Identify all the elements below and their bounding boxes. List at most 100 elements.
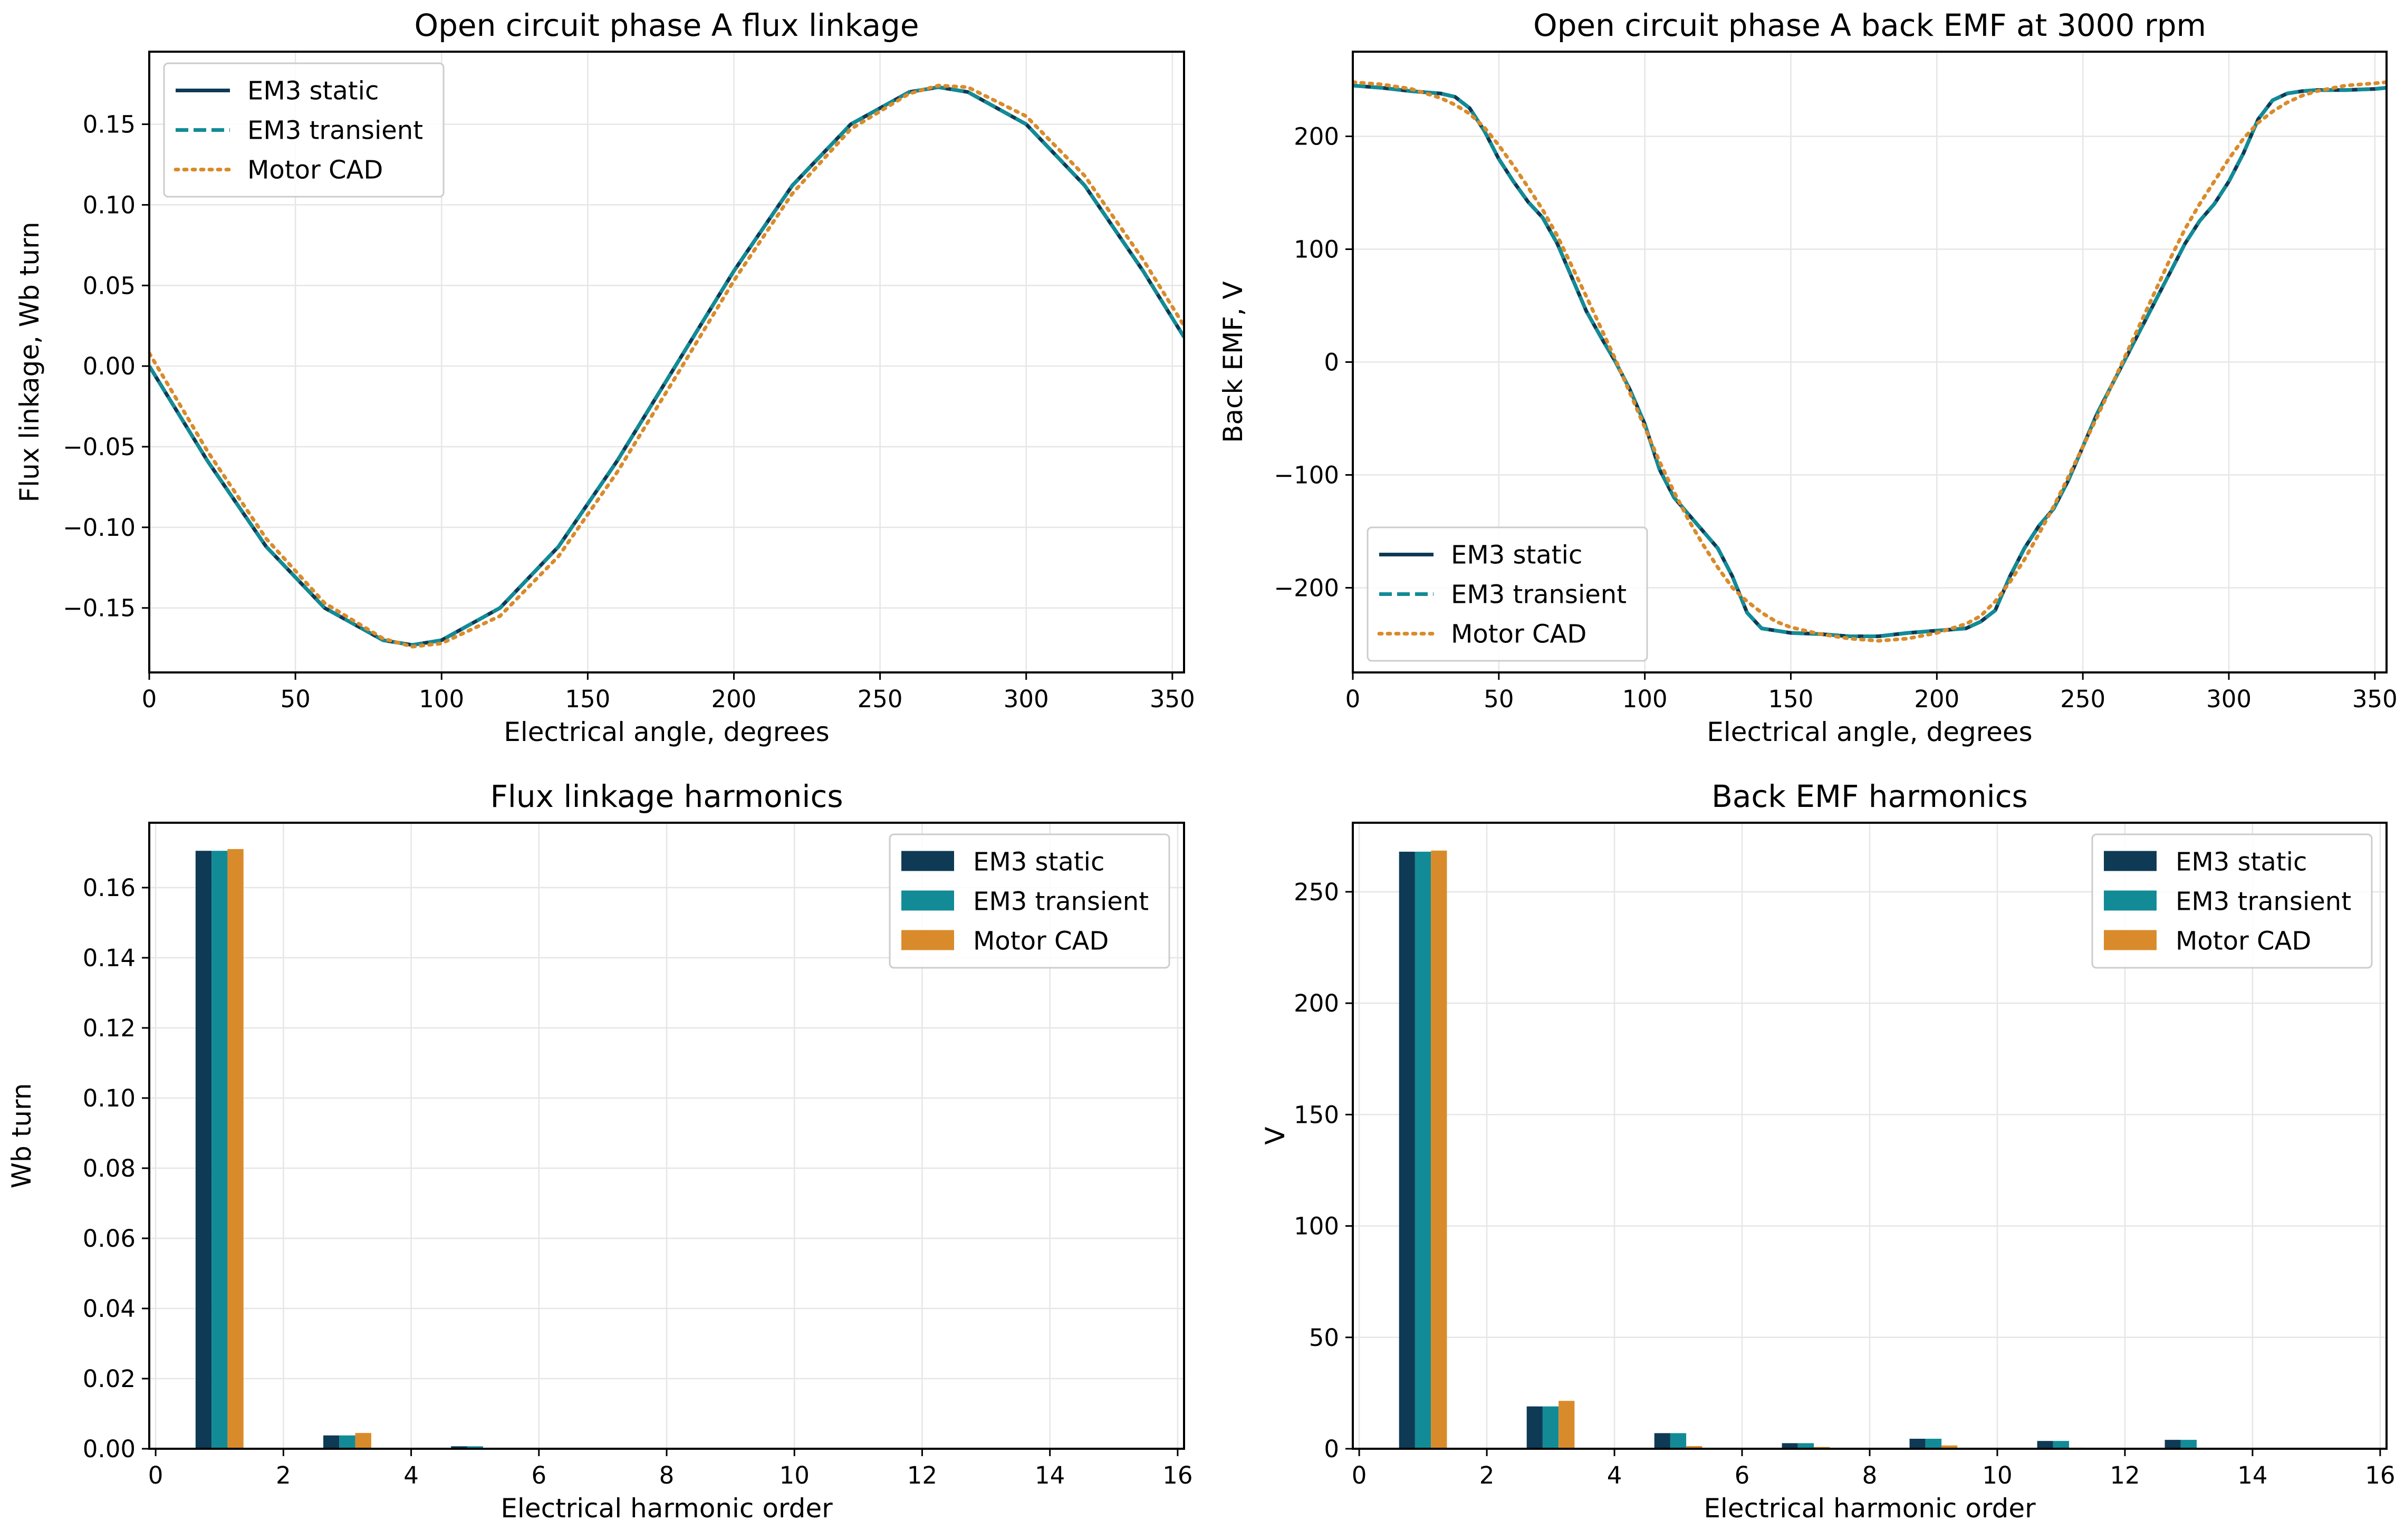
x-tick-label: 8 [1862, 1461, 1878, 1489]
y-tick-label: 50 [1309, 1324, 1339, 1352]
legend-box [889, 833, 1170, 969]
legend-box [163, 62, 445, 198]
chart-title: Open circuit phase A back EMF at 3000 rp… [1533, 7, 2206, 43]
chart-title: Flux linkage harmonics [490, 778, 843, 814]
bar-motor-cad-h5 [1686, 1446, 1702, 1449]
legend-label-em3-transient: EM3 transient [973, 887, 1149, 917]
x-tick-label: 16 [2365, 1461, 2395, 1489]
legend-box [1367, 526, 1648, 662]
y-tick-label: 0.02 [83, 1365, 136, 1393]
x-tick-label: 0 [142, 685, 157, 713]
y-tick-label: 0.00 [83, 352, 136, 380]
legend-label-motor-cad: Motor CAD [247, 156, 383, 185]
x-tick-label: 350 [1150, 685, 1195, 713]
bar-motor-cad-h1 [1431, 850, 1447, 1449]
x-tick-label: 0 [1345, 685, 1361, 713]
x-tick-label: 6 [531, 1461, 546, 1489]
legend: EM3 static EM3 transient Motor CAD [1367, 526, 1648, 662]
legend-swatch-motor-cad [901, 930, 954, 950]
axes-frame [148, 822, 1185, 1450]
legend-box [2091, 833, 2373, 969]
x-tick-label: 300 [1004, 685, 1049, 713]
y-tick-label: 0 [1324, 1435, 1339, 1463]
axes-frame [1352, 822, 2388, 1450]
series-line-em3-transient [149, 85, 1184, 647]
x-tick-label: 150 [1768, 685, 1814, 713]
y-tick-label: 250 [1294, 878, 1339, 906]
y-tick-label: −200 [1274, 574, 1339, 602]
x-tick-label: 12 [2110, 1461, 2140, 1489]
legend-label-em3-transient: EM3 transient [247, 116, 423, 146]
y-tick-label: 0.04 [83, 1295, 136, 1323]
chart-title: Back EMF harmonics [1711, 778, 2028, 814]
legend-label-em3-static: EM3 static [973, 848, 1104, 877]
bar-motor-cad-h1 [227, 849, 244, 1449]
series-line-motor-cad [1353, 80, 2387, 643]
plot-area [195, 849, 994, 1449]
bar-em3-static-h3 [1526, 1406, 1543, 1449]
legend-label-em3-static: EM3 static [1451, 541, 1582, 570]
y-tick-label: 100 [1294, 236, 1339, 264]
x-tick-label: 2 [276, 1461, 291, 1489]
y-tick-label: 100 [1294, 1212, 1339, 1240]
chart-back-emf: 0 50 100 150 200 250 300 350 −200 −100 0 100 200 Open… [1218, 7, 2398, 747]
chart-title: Open circuit phase A flux linkage [414, 7, 919, 43]
legend: EM3 static EM3 transient Motor CAD [163, 62, 445, 198]
bar-em3-static-h5 [1654, 1433, 1670, 1449]
series-line-motor-cad [149, 83, 1184, 649]
y-tick-label: 0.15 [83, 111, 136, 139]
y-tick-label: −0.10 [63, 514, 136, 542]
bar-em3-static-h7 [1782, 1443, 1798, 1449]
plot-area [149, 83, 1184, 649]
y-tick-label: 0.14 [83, 944, 136, 972]
bar-em3-static-h1 [1399, 851, 1415, 1449]
chart-flux-linkage-harmonics: 0 2 4 6 8 10 12 14 16 0.00 0.02 0.04 0.06 0.08 0.10 0.1… [6, 778, 1193, 1524]
legend: EM3 static EM3 transient Motor CAD [889, 833, 1170, 969]
y-tick-label: 0 [1324, 349, 1339, 377]
y-axis-label: Back EMF, V [1218, 281, 1248, 443]
y-tick-label: 0.10 [83, 191, 136, 219]
y-axis-label: Flux linkage, Wb turn [14, 222, 45, 502]
x-tick-label: 250 [858, 685, 903, 713]
bar-em3-static-h1 [195, 851, 212, 1449]
legend-label-em3-static: EM3 static [2176, 848, 2307, 877]
legend-label-em3-transient: EM3 transient [1451, 580, 1627, 610]
legend-label-motor-cad: Motor CAD [2176, 927, 2311, 956]
x-tick-label: 300 [2206, 685, 2252, 713]
bar-motor-cad-h3 [1559, 1401, 1575, 1449]
y-tick-label: 0.05 [83, 272, 136, 300]
x-axis-label: Electrical harmonic order [501, 1493, 833, 1524]
legend-swatch-motor-cad [2104, 930, 2157, 950]
plot-area [1353, 80, 2387, 643]
bar-em3-transient-h9 [1925, 1439, 1942, 1449]
x-tick-label: 0 [148, 1461, 163, 1489]
y-tick-label: −100 [1274, 461, 1339, 489]
x-tick-label: 10 [1982, 1461, 2012, 1489]
bar-em3-transient-h3 [1542, 1406, 1559, 1449]
y-tick-label: 200 [1294, 123, 1339, 151]
x-tick-label: 4 [403, 1461, 419, 1489]
legend-label-em3-transient: EM3 transient [2176, 887, 2351, 917]
legend-swatch-em3-transient [901, 890, 954, 911]
axes-frame [148, 51, 1185, 673]
x-tick-label: 100 [419, 685, 464, 713]
x-tick-label: 50 [280, 685, 310, 713]
bar-em3-static-h5 [451, 1446, 467, 1449]
x-tick-label: 100 [1622, 685, 1668, 713]
x-tick-label: 12 [907, 1461, 937, 1489]
y-tick-label: 0.06 [83, 1225, 136, 1253]
bar-em3-transient-h11 [2053, 1441, 2069, 1449]
x-tick-label: 0 [1352, 1461, 1367, 1489]
bar-em3-transient-h1 [211, 851, 228, 1449]
legend: EM3 static EM3 transient Motor CAD [2091, 833, 2373, 969]
legend-swatch-em3-transient [2104, 890, 2157, 911]
bar-motor-cad-h9 [1941, 1445, 1958, 1449]
x-tick-label: 350 [2352, 685, 2398, 713]
bar-em3-static-h11 [2037, 1441, 2053, 1449]
y-tick-label: 0.16 [83, 874, 136, 902]
y-tick-label: 0.12 [83, 1014, 136, 1042]
x-axis-label: Electrical harmonic order [1704, 1493, 2036, 1524]
legend-label-motor-cad: Motor CAD [973, 927, 1109, 956]
x-tick-label: 14 [1035, 1461, 1065, 1489]
